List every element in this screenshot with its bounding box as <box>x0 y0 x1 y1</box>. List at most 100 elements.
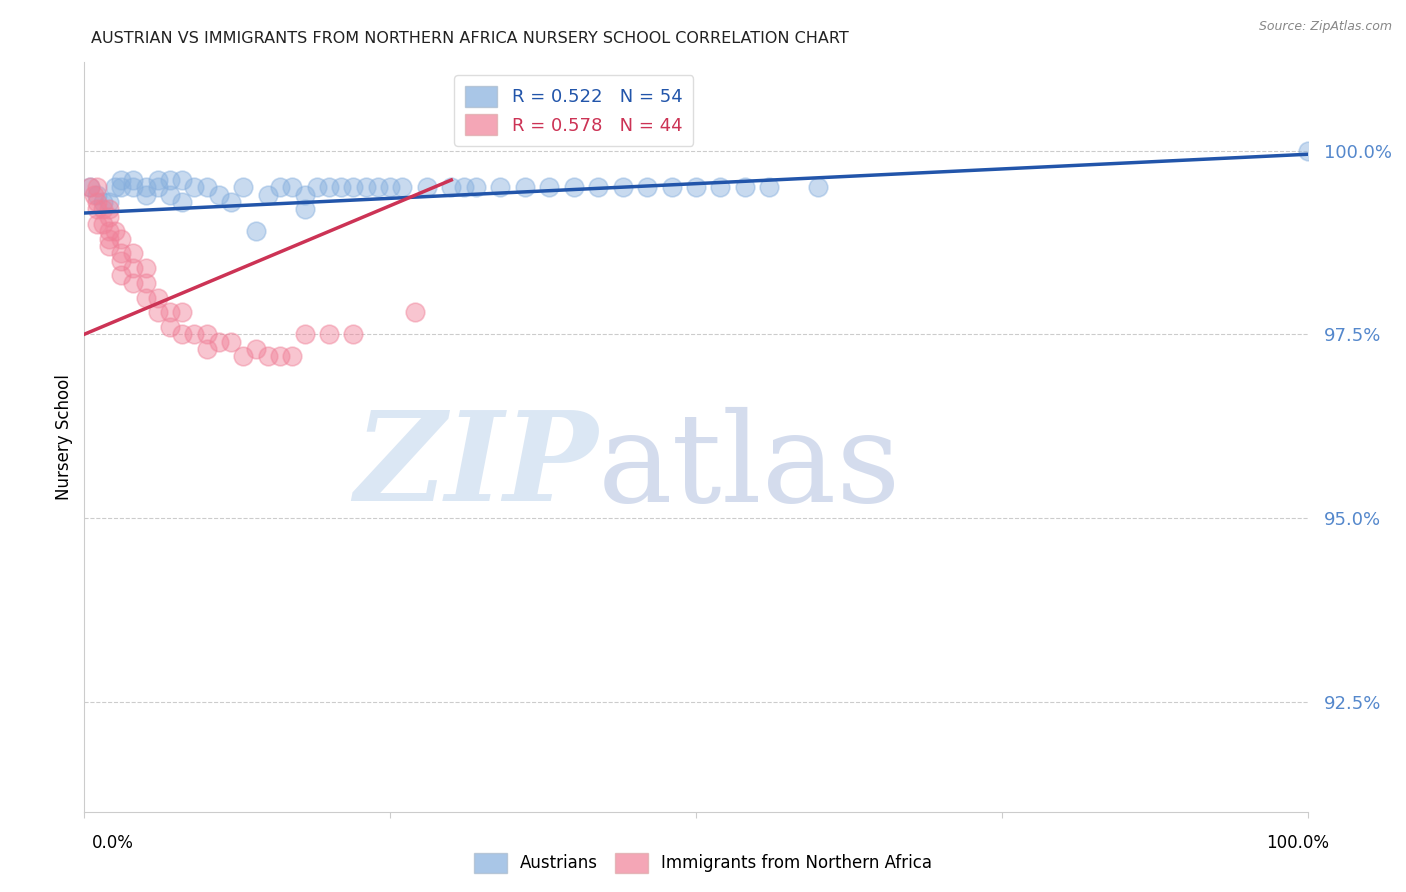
Point <box>294 202 316 217</box>
Point <box>122 173 145 187</box>
Point <box>661 180 683 194</box>
Point <box>195 342 218 356</box>
Point <box>97 224 120 238</box>
Point <box>97 194 120 209</box>
Point <box>245 224 267 238</box>
Point <box>104 224 127 238</box>
Point <box>685 180 707 194</box>
Point <box>97 202 120 217</box>
Point <box>367 180 389 194</box>
Point <box>122 261 145 276</box>
Point <box>159 187 181 202</box>
Text: 100.0%: 100.0% <box>1265 834 1329 852</box>
Point <box>538 180 561 194</box>
Point <box>183 327 205 342</box>
Point <box>172 327 194 342</box>
Point <box>342 327 364 342</box>
Point <box>91 194 114 209</box>
Point <box>281 349 304 363</box>
Point <box>135 276 157 290</box>
Point <box>183 180 205 194</box>
Point <box>354 180 377 194</box>
Legend: R = 0.522   N = 54, R = 0.578   N = 44: R = 0.522 N = 54, R = 0.578 N = 44 <box>454 75 693 145</box>
Point <box>146 305 169 319</box>
Point <box>440 180 463 194</box>
Text: AUSTRIAN VS IMMIGRANTS FROM NORTHERN AFRICA NURSERY SCHOOL CORRELATION CHART: AUSTRIAN VS IMMIGRANTS FROM NORTHERN AFR… <box>91 31 849 46</box>
Point <box>159 173 181 187</box>
Point <box>146 173 169 187</box>
Text: Source: ZipAtlas.com: Source: ZipAtlas.com <box>1258 20 1392 33</box>
Point <box>318 327 340 342</box>
Point <box>562 180 585 194</box>
Point <box>318 180 340 194</box>
Text: 0.0%: 0.0% <box>91 834 134 852</box>
Point <box>122 276 145 290</box>
Point <box>135 180 157 194</box>
Point <box>135 187 157 202</box>
Point <box>219 194 242 209</box>
Point <box>110 246 132 260</box>
Point <box>83 187 105 202</box>
Y-axis label: Nursery School: Nursery School <box>55 374 73 500</box>
Point <box>269 180 291 194</box>
Point <box>612 180 634 194</box>
Point <box>513 180 536 194</box>
Point <box>758 180 780 194</box>
Point <box>86 194 108 209</box>
Point <box>172 194 194 209</box>
Point <box>404 305 426 319</box>
Point <box>330 180 353 194</box>
Point <box>79 180 101 194</box>
Point <box>257 349 280 363</box>
Point <box>97 210 120 224</box>
Point <box>146 291 169 305</box>
Point <box>86 202 108 217</box>
Point <box>97 239 120 253</box>
Text: ZIP: ZIP <box>354 406 598 528</box>
Point <box>86 187 108 202</box>
Point <box>104 180 127 194</box>
Point <box>122 180 145 194</box>
Point <box>464 180 486 194</box>
Text: atlas: atlas <box>598 407 901 527</box>
Point <box>586 180 609 194</box>
Point <box>110 232 132 246</box>
Point <box>281 180 304 194</box>
Point <box>257 187 280 202</box>
Point <box>110 173 132 187</box>
Point <box>97 232 120 246</box>
Point <box>110 268 132 283</box>
Point <box>245 342 267 356</box>
Point <box>110 180 132 194</box>
Point <box>159 305 181 319</box>
Point <box>269 349 291 363</box>
Point <box>219 334 242 349</box>
Point <box>159 319 181 334</box>
Point <box>79 180 101 194</box>
Legend: Austrians, Immigrants from Northern Africa: Austrians, Immigrants from Northern Afri… <box>467 847 939 880</box>
Point <box>709 180 731 194</box>
Point <box>232 349 254 363</box>
Point <box>86 217 108 231</box>
Point <box>110 253 132 268</box>
Point <box>636 180 658 194</box>
Point <box>416 180 439 194</box>
Point <box>342 180 364 194</box>
Point <box>807 180 830 194</box>
Point <box>380 180 402 194</box>
Point <box>489 180 512 194</box>
Point <box>294 327 316 342</box>
Point <box>91 202 114 217</box>
Point <box>172 305 194 319</box>
Point <box>195 180 218 194</box>
Point <box>391 180 413 194</box>
Point <box>146 180 169 194</box>
Point <box>1296 144 1319 158</box>
Point <box>734 180 756 194</box>
Point <box>294 187 316 202</box>
Point <box>195 327 218 342</box>
Point <box>208 187 231 202</box>
Point <box>172 173 194 187</box>
Point <box>135 291 157 305</box>
Point <box>453 180 475 194</box>
